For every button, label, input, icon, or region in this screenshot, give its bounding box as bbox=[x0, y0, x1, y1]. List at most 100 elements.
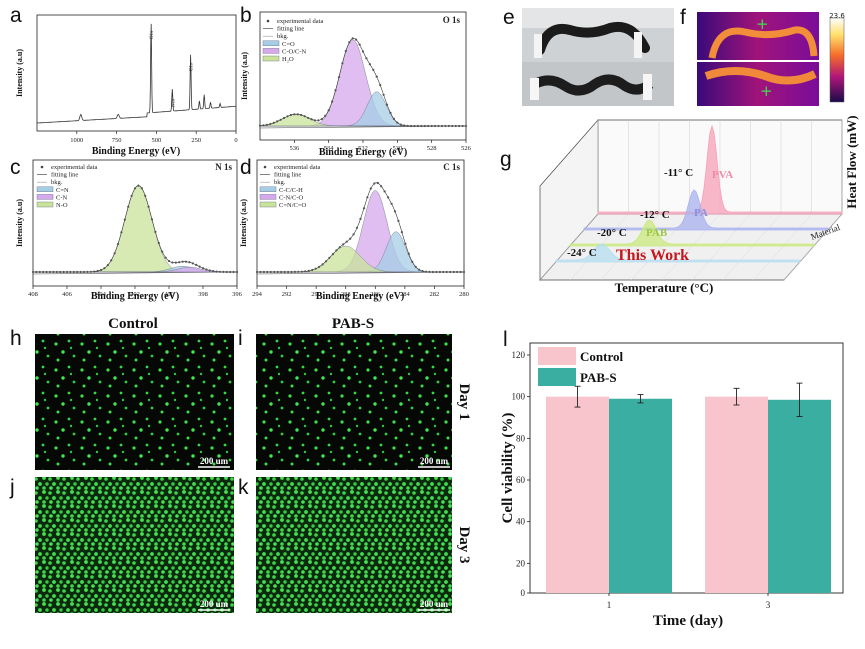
d-plot-data-point bbox=[311, 268, 314, 272]
legend-swatch-control bbox=[538, 347, 576, 365]
c-plot-title: N 1s bbox=[215, 162, 232, 172]
g-temp-label-0: -11° C bbox=[664, 167, 693, 179]
b-plot-data-point bbox=[368, 63, 371, 66]
b-plot-tick-label: 532 bbox=[358, 145, 368, 152]
d-plot-data-point bbox=[262, 270, 265, 274]
panel-label-h: h bbox=[10, 327, 22, 350]
c-plot-data-point bbox=[76, 270, 79, 274]
g-temp-label-1: -12° C bbox=[640, 209, 670, 221]
scale-bar-label: 200 um bbox=[200, 599, 229, 609]
c-plot-tick-label: 398 bbox=[198, 291, 208, 298]
b-plot-data-point bbox=[372, 68, 375, 71]
d-plot-data-point bbox=[269, 270, 272, 274]
legend-label-control: Control bbox=[580, 349, 623, 364]
c-plot-data-point bbox=[232, 270, 235, 274]
panel-a-spectrum-line bbox=[37, 23, 236, 124]
panel-label-a: a bbox=[10, 4, 22, 27]
d-plot-data-point bbox=[462, 270, 466, 274]
b-plot-data-point bbox=[272, 121, 275, 124]
c-plot-data-point bbox=[79, 270, 82, 274]
col-header-pab-s: PAB-S bbox=[332, 316, 374, 332]
b-plot-data-point bbox=[279, 118, 282, 121]
c-plot-data-point bbox=[235, 270, 239, 274]
c-plot-data-point bbox=[195, 263, 198, 266]
c-plot-data-point bbox=[218, 270, 222, 273]
c-plot-data-point bbox=[205, 268, 208, 271]
d-plot-data-point bbox=[438, 270, 441, 274]
c-plot-data-points bbox=[31, 184, 239, 274]
d-plot-data-point bbox=[338, 246, 341, 249]
b-plot-tick-label: 534 bbox=[324, 145, 335, 152]
c-plot-legend-marker bbox=[40, 165, 44, 169]
d-plot-data-point bbox=[418, 268, 421, 271]
b-plot-data-point bbox=[355, 38, 358, 41]
b-plot-legend-swatch bbox=[262, 40, 280, 46]
bar-pab-s-day1 bbox=[609, 398, 672, 593]
b-plot-legend-swatch bbox=[262, 55, 280, 62]
b-plot-data-point bbox=[307, 116, 310, 119]
g-xlabel: Temperature (°C) bbox=[615, 280, 714, 295]
photo-clip-right bbox=[634, 32, 642, 58]
c-plot-data-point bbox=[127, 205, 130, 208]
d-plot-data-point bbox=[307, 269, 310, 272]
c-plot-data-point bbox=[181, 260, 184, 263]
l-ytick-label: 80 bbox=[516, 433, 526, 443]
b-plot-data-point bbox=[461, 124, 464, 128]
c-plot-data-point bbox=[45, 270, 48, 274]
d-plot-data-point bbox=[362, 207, 366, 210]
image-pab-s-day3 bbox=[256, 477, 452, 613]
c-plot-legend-text: C-N bbox=[56, 194, 68, 201]
c-plot-data-point bbox=[62, 270, 65, 274]
bar-control-day3 bbox=[705, 396, 768, 593]
d-plot-legend-swatch bbox=[259, 201, 277, 208]
crosshair-icon: + bbox=[756, 15, 769, 33]
panel-e-photos: e bbox=[503, 6, 674, 106]
g-grid-line bbox=[753, 213, 812, 281]
d-plot-legend-text: C-C/C-H bbox=[279, 187, 303, 194]
c-plot-data-point bbox=[188, 261, 191, 264]
panel-label-g: g bbox=[500, 148, 512, 171]
b-plot-data-point bbox=[440, 124, 444, 128]
image-pab-s-day1 bbox=[256, 334, 452, 470]
l-xlabel: Time (day) bbox=[653, 613, 723, 629]
d-plot-data-point bbox=[414, 265, 417, 268]
g-grid-line bbox=[539, 213, 599, 281]
c-plot-data-point bbox=[59, 270, 62, 274]
d-plot-data-point bbox=[276, 270, 279, 274]
thermal-colorbar bbox=[829, 17, 845, 103]
panel-c-plot: 408 406 404 402 400 398 396 N 1s experimental da… bbox=[28, 162, 243, 298]
c-plot-legend-swatch bbox=[36, 186, 54, 193]
c-plot-data-point bbox=[215, 270, 218, 273]
panel-a-ticks: 1000 750 500 250 0 bbox=[70, 131, 238, 144]
d-plot-data-point bbox=[290, 270, 293, 274]
d-plot-legend-text: fitting line bbox=[274, 172, 301, 179]
d-plot-legend-swatch bbox=[259, 194, 277, 200]
g-zlabel: Heat Flow (mW) bbox=[844, 115, 859, 208]
a-tick-label: 0 bbox=[234, 137, 237, 144]
g-series: -11° C PVA -12° C PA -20° C PAB -24° C This Wor… bbox=[555, 124, 843, 264]
d-plot-data-point bbox=[321, 263, 324, 266]
b-plot-data-point bbox=[454, 124, 457, 128]
b-plot-data-point bbox=[286, 115, 289, 118]
d-plot-data-point bbox=[314, 267, 317, 270]
b-plot-data-point bbox=[282, 116, 286, 120]
c-plot-data-point bbox=[222, 270, 225, 273]
c-plot-data-point bbox=[86, 270, 89, 273]
b-plot-data-point bbox=[413, 124, 416, 128]
l-legend: Control PAB-S bbox=[538, 347, 623, 386]
b-plot-data-point bbox=[437, 124, 440, 128]
b-plot-data-point bbox=[344, 49, 347, 53]
b-plot-data-point bbox=[416, 124, 419, 128]
c-plot-data-point bbox=[120, 231, 123, 234]
d-plot-data-point bbox=[404, 242, 407, 245]
g-series-name-0: PVA bbox=[712, 169, 733, 181]
d-plot-data-point bbox=[380, 185, 383, 188]
d-plot-data-point bbox=[411, 260, 414, 263]
panel-label-c: c bbox=[10, 156, 21, 179]
thermal-strip-bent bbox=[708, 26, 818, 59]
b-plot-data-point bbox=[385, 103, 389, 106]
d-plot-tick-label: 284 bbox=[400, 291, 411, 298]
d-plot-tick-label: 288 bbox=[341, 291, 351, 298]
g-grid-line bbox=[631, 213, 690, 281]
